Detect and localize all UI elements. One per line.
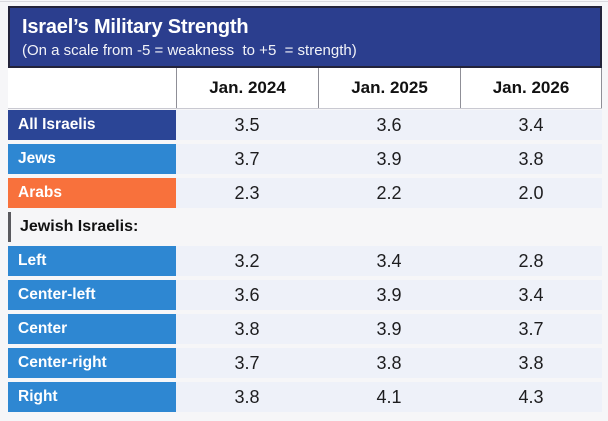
- table-row: Arabs 2.3 2.2 2.0: [8, 178, 602, 208]
- value-cell: [321, 212, 463, 242]
- military-strength-table: Israel’s Military Strength (On a scale f…: [8, 6, 602, 416]
- value-cell: 3.5: [176, 110, 318, 140]
- table-row: Center 3.8 3.9 3.7: [8, 314, 602, 344]
- value-cell: [463, 212, 605, 242]
- row-label: Center: [8, 314, 176, 344]
- table-row: All Israelis 3.5 3.6 3.4: [8, 110, 602, 140]
- top-divider: [0, 1, 608, 2]
- value-cell: 2.2: [318, 178, 460, 208]
- value-cell: 4.3: [460, 382, 602, 412]
- value-cell: 3.7: [176, 348, 318, 378]
- column-header-jan-2025: Jan. 2025: [318, 68, 460, 108]
- value-cell: 3.7: [460, 314, 602, 344]
- table-row: Left 3.2 3.4 2.8: [8, 246, 602, 276]
- value-cell: 2.3: [176, 178, 318, 208]
- value-cell: 2.0: [460, 178, 602, 208]
- value-cell: 3.7: [176, 144, 318, 174]
- row-label: Center-right: [8, 348, 176, 378]
- value-cell: 3.8: [318, 348, 460, 378]
- value-cell: 3.8: [460, 144, 602, 174]
- table-row: Center-left 3.6 3.9 3.4: [8, 280, 602, 310]
- value-cell: 3.9: [318, 144, 460, 174]
- title-box: Israel’s Military Strength (On a scale f…: [8, 6, 602, 68]
- row-label: Jewish Israelis:: [20, 218, 139, 235]
- table-row: Jewish Israelis:: [8, 212, 605, 242]
- column-header-row: Jan. 2024 Jan. 2025 Jan. 2026: [8, 68, 602, 109]
- value-cell: 3.6: [318, 110, 460, 140]
- value-cell: 3.4: [460, 280, 602, 310]
- value-cell: [179, 212, 321, 242]
- column-header-spacer: [8, 68, 176, 108]
- value-cell: 3.4: [318, 246, 460, 276]
- value-cell: 3.2: [176, 246, 318, 276]
- value-cell: 4.1: [318, 382, 460, 412]
- table-row: Right 3.8 4.1 4.3: [8, 382, 602, 412]
- value-cell: 3.8: [176, 314, 318, 344]
- value-cell: 3.8: [176, 382, 318, 412]
- row-label: Center-left: [8, 280, 176, 310]
- row-label: All Israelis: [8, 110, 176, 140]
- table-row: Jews 3.7 3.9 3.8: [8, 144, 602, 174]
- value-cell: 3.9: [318, 314, 460, 344]
- value-cell: 3.6: [176, 280, 318, 310]
- row-label: Jews: [8, 144, 176, 174]
- table-body: All Israelis 3.5 3.6 3.4 Jews 3.7 3.9 3.…: [8, 110, 602, 412]
- value-cell: 3.8: [460, 348, 602, 378]
- table-row: Center-right 3.7 3.8 3.8: [8, 348, 602, 378]
- row-label: Arabs: [8, 178, 176, 208]
- row-label: Left: [8, 246, 176, 276]
- column-header-jan-2026: Jan. 2026: [460, 68, 602, 108]
- row-label: Right: [8, 382, 176, 412]
- chart-subtitle: (On a scale from -5 = weakness to +5 = s…: [22, 42, 357, 59]
- value-cell: 3.9: [318, 280, 460, 310]
- value-cell: 3.4: [460, 110, 602, 140]
- column-header-jan-2024: Jan. 2024: [176, 68, 318, 108]
- chart-title: Israel’s Military Strength: [22, 16, 249, 38]
- value-cell: 2.8: [460, 246, 602, 276]
